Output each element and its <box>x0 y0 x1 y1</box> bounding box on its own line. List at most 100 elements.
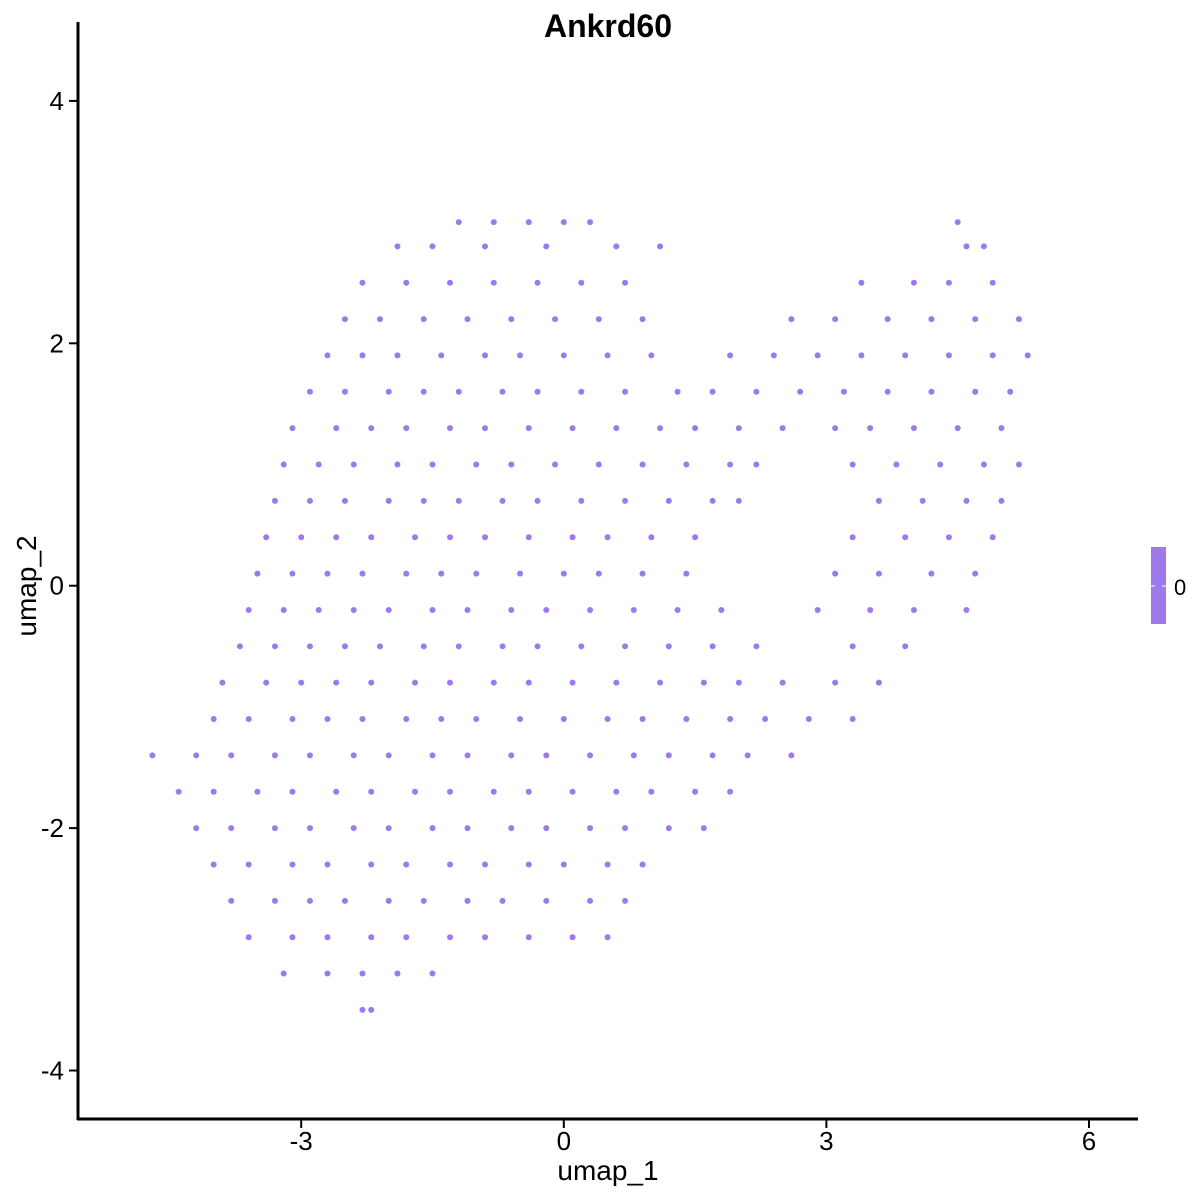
data-point <box>989 534 996 541</box>
y-tick-label: -4 <box>41 1056 64 1086</box>
data-point <box>893 461 900 468</box>
data-point <box>482 861 489 868</box>
data-point <box>236 643 243 650</box>
data-point <box>595 316 602 323</box>
data-point <box>805 716 812 723</box>
data-point <box>902 534 909 541</box>
data-point <box>709 643 716 650</box>
data-point <box>1015 461 1022 468</box>
data-point <box>569 425 576 432</box>
data-point <box>543 897 550 904</box>
data-point <box>639 861 646 868</box>
data-point <box>560 219 567 226</box>
data-point <box>245 606 252 613</box>
data-point <box>306 388 313 395</box>
data-point <box>359 1006 366 1013</box>
data-point <box>639 570 646 577</box>
data-point <box>350 825 357 832</box>
data-point <box>735 425 742 432</box>
data-point <box>482 534 489 541</box>
data-point <box>919 497 926 504</box>
data-point <box>368 1006 375 1013</box>
data-point <box>280 606 287 613</box>
data-point <box>359 352 366 359</box>
data-point <box>525 934 532 941</box>
data-point <box>368 788 375 795</box>
data-point <box>954 219 961 226</box>
data-point <box>849 643 856 650</box>
data-point <box>490 679 497 686</box>
data-point <box>376 316 383 323</box>
data-point <box>639 316 646 323</box>
data-point <box>963 243 970 250</box>
data-point <box>210 861 217 868</box>
data-point <box>560 570 567 577</box>
data-point <box>403 861 410 868</box>
data-point <box>271 497 278 504</box>
data-point <box>560 716 567 723</box>
data-point <box>315 461 322 468</box>
data-point <box>639 716 646 723</box>
data-point <box>797 388 804 395</box>
data-point <box>341 897 348 904</box>
y-tick-label: 2 <box>50 328 64 358</box>
data-point <box>508 316 515 323</box>
data-point <box>963 606 970 613</box>
data-point <box>508 461 515 468</box>
data-point <box>289 716 296 723</box>
data-point <box>271 825 278 832</box>
data-point <box>333 534 340 541</box>
data-point <box>289 570 296 577</box>
data-point <box>359 970 366 977</box>
data-point <box>429 243 436 250</box>
data-point <box>455 497 462 504</box>
legend-label: 0 <box>1174 575 1186 600</box>
data-point <box>989 352 996 359</box>
data-point <box>604 861 611 868</box>
data-point <box>700 825 707 832</box>
data-point <box>324 861 331 868</box>
data-point <box>359 716 366 723</box>
data-point <box>438 352 445 359</box>
data-point <box>753 461 760 468</box>
data-point <box>525 425 532 432</box>
data-point <box>928 388 935 395</box>
data-point <box>875 570 882 577</box>
data-point <box>902 352 909 359</box>
data-point <box>525 861 532 868</box>
data-point <box>271 643 278 650</box>
data-point <box>928 570 935 577</box>
data-point <box>849 716 856 723</box>
data-point <box>587 897 594 904</box>
data-point <box>945 279 952 286</box>
data-point <box>578 388 585 395</box>
data-point <box>350 606 357 613</box>
y-tick-label: 4 <box>50 86 64 116</box>
data-point <box>657 425 664 432</box>
data-point <box>525 219 532 226</box>
data-point <box>403 934 410 941</box>
data-point <box>534 497 541 504</box>
data-point <box>762 716 769 723</box>
data-point <box>499 897 506 904</box>
data-point <box>622 897 629 904</box>
data-point <box>403 279 410 286</box>
data-point <box>875 679 882 686</box>
data-point <box>998 425 1005 432</box>
data-point <box>411 788 418 795</box>
data-point <box>490 219 497 226</box>
data-point <box>420 388 427 395</box>
data-point <box>368 534 375 541</box>
data-point <box>324 970 331 977</box>
data-point <box>552 461 559 468</box>
data-point <box>875 497 882 504</box>
data-point <box>910 279 917 286</box>
x-tick-label: -3 <box>290 1126 313 1156</box>
data-point <box>770 352 777 359</box>
data-point <box>884 388 891 395</box>
data-point <box>543 606 550 613</box>
data-point <box>674 606 681 613</box>
data-point <box>376 643 383 650</box>
data-point <box>263 679 270 686</box>
points-layer <box>149 219 1031 1013</box>
